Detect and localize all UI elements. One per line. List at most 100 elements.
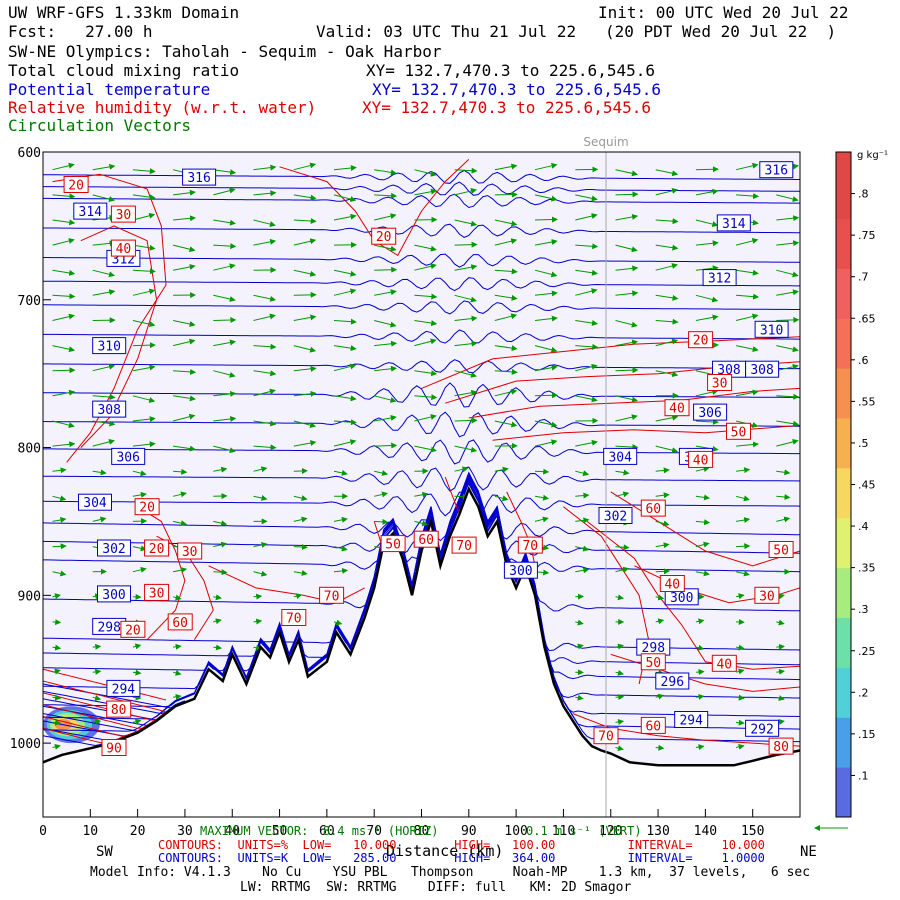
circulation-vector: [253, 444, 277, 451]
circulation-vector: [615, 265, 639, 272]
circulation-vector: [213, 618, 222, 625]
circulation-vector: [293, 314, 317, 321]
colorbar-segment: [836, 484, 851, 502]
rh-label: 50: [385, 538, 401, 553]
circulation-vector: [494, 495, 509, 502]
rh-label: 60: [645, 502, 661, 517]
circulation-vector: [776, 316, 800, 323]
circulation-vector: [575, 320, 598, 326]
circulation-vector: [776, 240, 800, 247]
circulation-vector: [293, 194, 317, 201]
colorbar-segment: [836, 767, 851, 785]
circulation-vector: [534, 239, 558, 246]
circulation-vector: [92, 420, 116, 427]
circulation-vector: [575, 643, 584, 650]
circulation-vector: [173, 215, 196, 222]
circulation-vector: [92, 718, 102, 725]
circulation-vector: [776, 393, 800, 400]
rh-label: 20: [125, 623, 141, 638]
x-axis-title: Distance (km): [386, 842, 504, 860]
theta-contour-info: CONTOURS: UNITS=K LOW= 285.00 HIGH= 364.…: [158, 851, 765, 865]
circulation-vector: [52, 719, 62, 726]
circulation-vector: [695, 166, 719, 173]
colorbar-segment: [836, 634, 851, 652]
circulation-vector: [52, 467, 67, 474]
circulation-vector: [615, 191, 639, 198]
circulation-vector: [52, 517, 67, 523]
circulation-vector: [534, 364, 558, 372]
circulation-vector: [132, 320, 156, 328]
rh-label-box: [177, 542, 203, 560]
circulation-vector: [293, 495, 308, 502]
colorbar-tick-label: .25: [858, 645, 876, 658]
rh-contour: [421, 336, 800, 389]
x-tick-label: 0: [39, 824, 47, 839]
rh-label: 30: [759, 589, 775, 604]
circulation-vector: [615, 745, 624, 752]
circulation-vector: [776, 289, 799, 296]
circulation-vector: [534, 290, 558, 297]
theta-label: 300: [670, 591, 693, 606]
colorbar-tick-label: .3: [858, 603, 869, 616]
circulation-vector: [575, 694, 584, 701]
circulation-vector: [52, 593, 61, 600]
colorbar-segment: [836, 700, 851, 718]
theta-label: 308: [97, 403, 120, 418]
theta-label: 314: [79, 205, 103, 220]
rh-label-box: [120, 620, 146, 638]
circulation-vector: [454, 264, 478, 271]
theta-label-box: [92, 400, 127, 418]
circulation-vector: [52, 743, 61, 750]
field-rh-name: Relative humidity (w.r.t. water): [8, 98, 317, 117]
circulation-vector: [293, 218, 317, 224]
circulation-vector: [494, 238, 518, 246]
theta-label-box: [97, 585, 131, 603]
circulation-vector: [52, 193, 76, 200]
theta-contour: [43, 223, 800, 238]
circulation-vector: [333, 345, 357, 352]
circulation-vector: [213, 416, 237, 422]
circulation-vector: [655, 218, 679, 225]
right-end-label: NE: [800, 844, 817, 860]
theta-label: 306: [116, 450, 139, 465]
circulation-vector: [454, 389, 478, 397]
colorbar-segment: [836, 600, 851, 618]
circulation-vector: [695, 541, 710, 548]
circulation-vector: [494, 345, 518, 352]
circulation-vector: [575, 269, 598, 276]
circulation-vector: [253, 593, 263, 600]
circulation-vector: [615, 367, 639, 374]
circulation-vector: [736, 269, 759, 276]
circulation-vector: [132, 288, 156, 296]
circulation-vector: [736, 719, 745, 726]
circulation-vector: [615, 169, 638, 177]
circulation-vector: [92, 289, 116, 296]
circulation-vector: [534, 392, 558, 399]
colorbar-units: g kg⁻¹: [857, 150, 888, 161]
y-tick-label: 800: [18, 442, 41, 457]
circulation-vector: [213, 541, 228, 548]
x-tick-label: 90: [461, 824, 477, 839]
theta-label: 298: [97, 620, 120, 635]
rh-label: 70: [522, 539, 538, 554]
x-tick-label: 50: [272, 824, 288, 839]
circulation-vector: [293, 390, 317, 397]
circulation-vector: [414, 169, 437, 177]
circulation-vector: [414, 188, 437, 196]
field-theta-name: Potential temperature: [8, 80, 211, 99]
circulation-vector: [575, 363, 598, 372]
circulation-vector: [333, 288, 357, 296]
circulation-vector: [655, 693, 665, 700]
colorbar-segment: [836, 783, 851, 801]
circulation-vector: [776, 345, 799, 353]
x-tick-label: 30: [177, 824, 193, 839]
circulation-vector: [735, 668, 745, 675]
colorbar-tick-label: .4: [858, 520, 869, 533]
theta-label-box: [603, 447, 638, 465]
circulation-vector: [333, 619, 343, 626]
circulation-vector: [575, 439, 598, 447]
x-tick-label: 80: [414, 824, 430, 839]
circulation-vector: [655, 187, 679, 196]
circulation-vector: [534, 162, 558, 171]
colorbar-segment: [836, 534, 851, 552]
